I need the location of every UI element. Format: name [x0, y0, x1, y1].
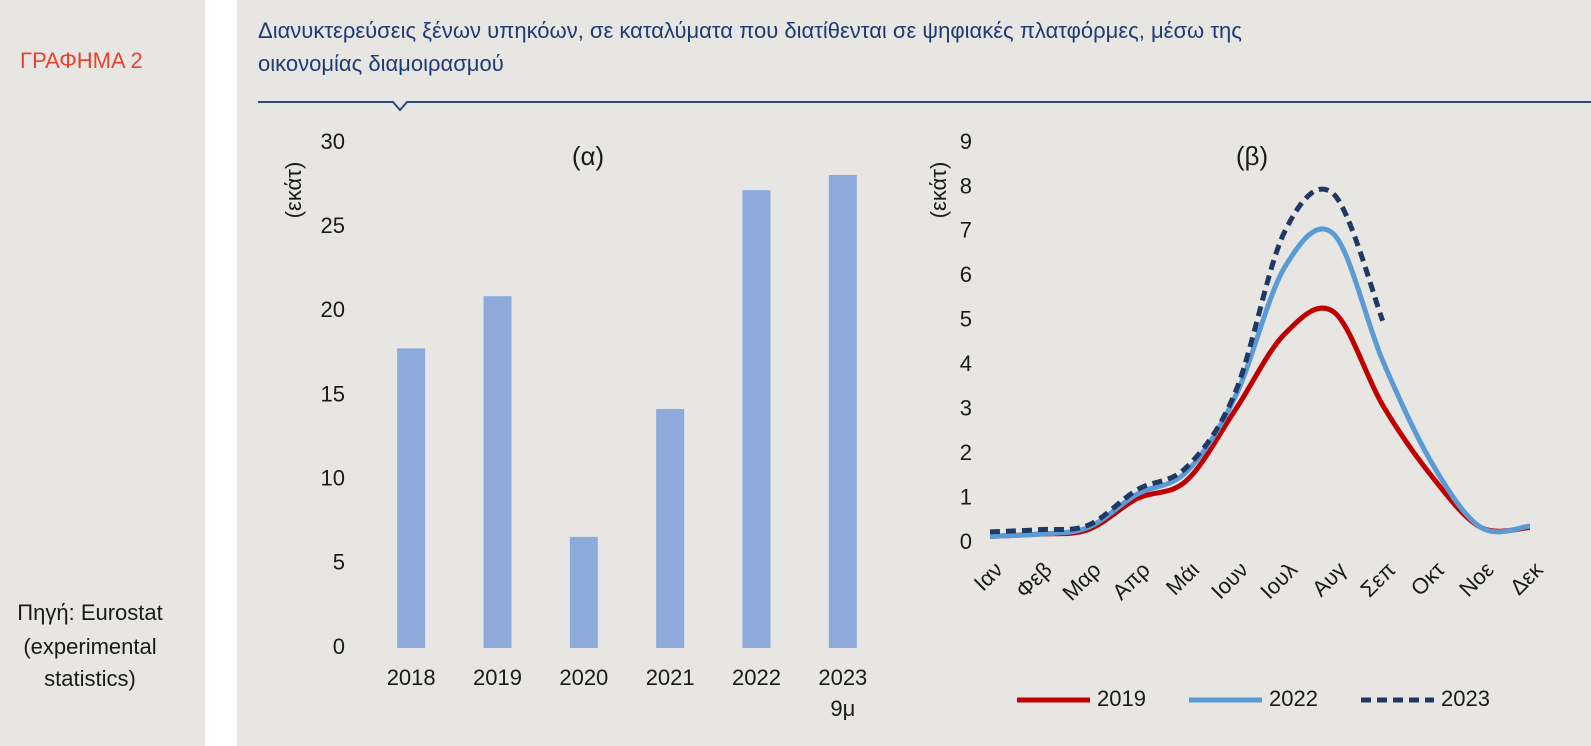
y-tick-label: 1	[960, 484, 972, 509]
bar	[656, 408, 685, 648]
y-tick-label: 8	[960, 173, 972, 198]
y-tick-label: 0	[960, 529, 972, 554]
line-series	[989, 186, 1386, 535]
y-tick-label: 10	[321, 465, 345, 490]
y-axis-label: (εκάτ)	[281, 162, 306, 219]
annotation: 9μ	[830, 696, 855, 721]
x-tick-label: 2018	[387, 665, 436, 690]
y-tick-label: 2	[960, 440, 972, 465]
y-tick-label: 20	[321, 297, 345, 322]
x-tick-label: 2023	[818, 665, 867, 690]
y-tick-label: 25	[321, 213, 345, 238]
title: Διανυκτερεύσεις ξένων υπηκόων, σε καταλύ…	[258, 18, 1242, 43]
y-tick-label: 7	[960, 218, 972, 243]
figure-label: ΓΡΑΦΗΜΑ 2	[20, 48, 143, 73]
legend-label: 2023	[1441, 686, 1490, 711]
bar	[742, 190, 771, 648]
bar	[483, 296, 512, 648]
y-tick-label: 4	[960, 351, 972, 376]
sidebar	[0, 0, 205, 746]
y-tick-label: 5	[960, 307, 972, 332]
subtitle: (α)	[572, 141, 604, 171]
y-tick-label: 3	[960, 395, 972, 420]
title-rule	[258, 101, 1591, 112]
source: (experimental	[23, 634, 156, 659]
x-tick-label: 2020	[559, 665, 608, 690]
source: statistics)	[44, 666, 136, 691]
legend-label: 2019	[1097, 686, 1146, 711]
y-tick-label: 30	[321, 129, 345, 154]
bar	[569, 536, 598, 648]
legend-label: 2022	[1269, 686, 1318, 711]
x-tick-label: 2019	[473, 665, 522, 690]
y-tick-label: 5	[333, 550, 345, 575]
subtitle: (β)	[1236, 141, 1268, 171]
y-axis-label: (εκάτ)	[926, 162, 951, 219]
x-tick-label: 2022	[732, 665, 781, 690]
y-tick-label: 6	[960, 262, 972, 287]
y-tick-label: 9	[960, 129, 972, 154]
title: οικονομίας διαμοιρασμού	[258, 51, 504, 76]
bar	[828, 174, 857, 648]
source: Πηγή: Eurostat	[17, 600, 163, 625]
x-tick-label: 2021	[646, 665, 695, 690]
y-tick-label: 0	[333, 634, 345, 659]
bar	[397, 348, 426, 648]
y-tick-label: 15	[321, 381, 345, 406]
